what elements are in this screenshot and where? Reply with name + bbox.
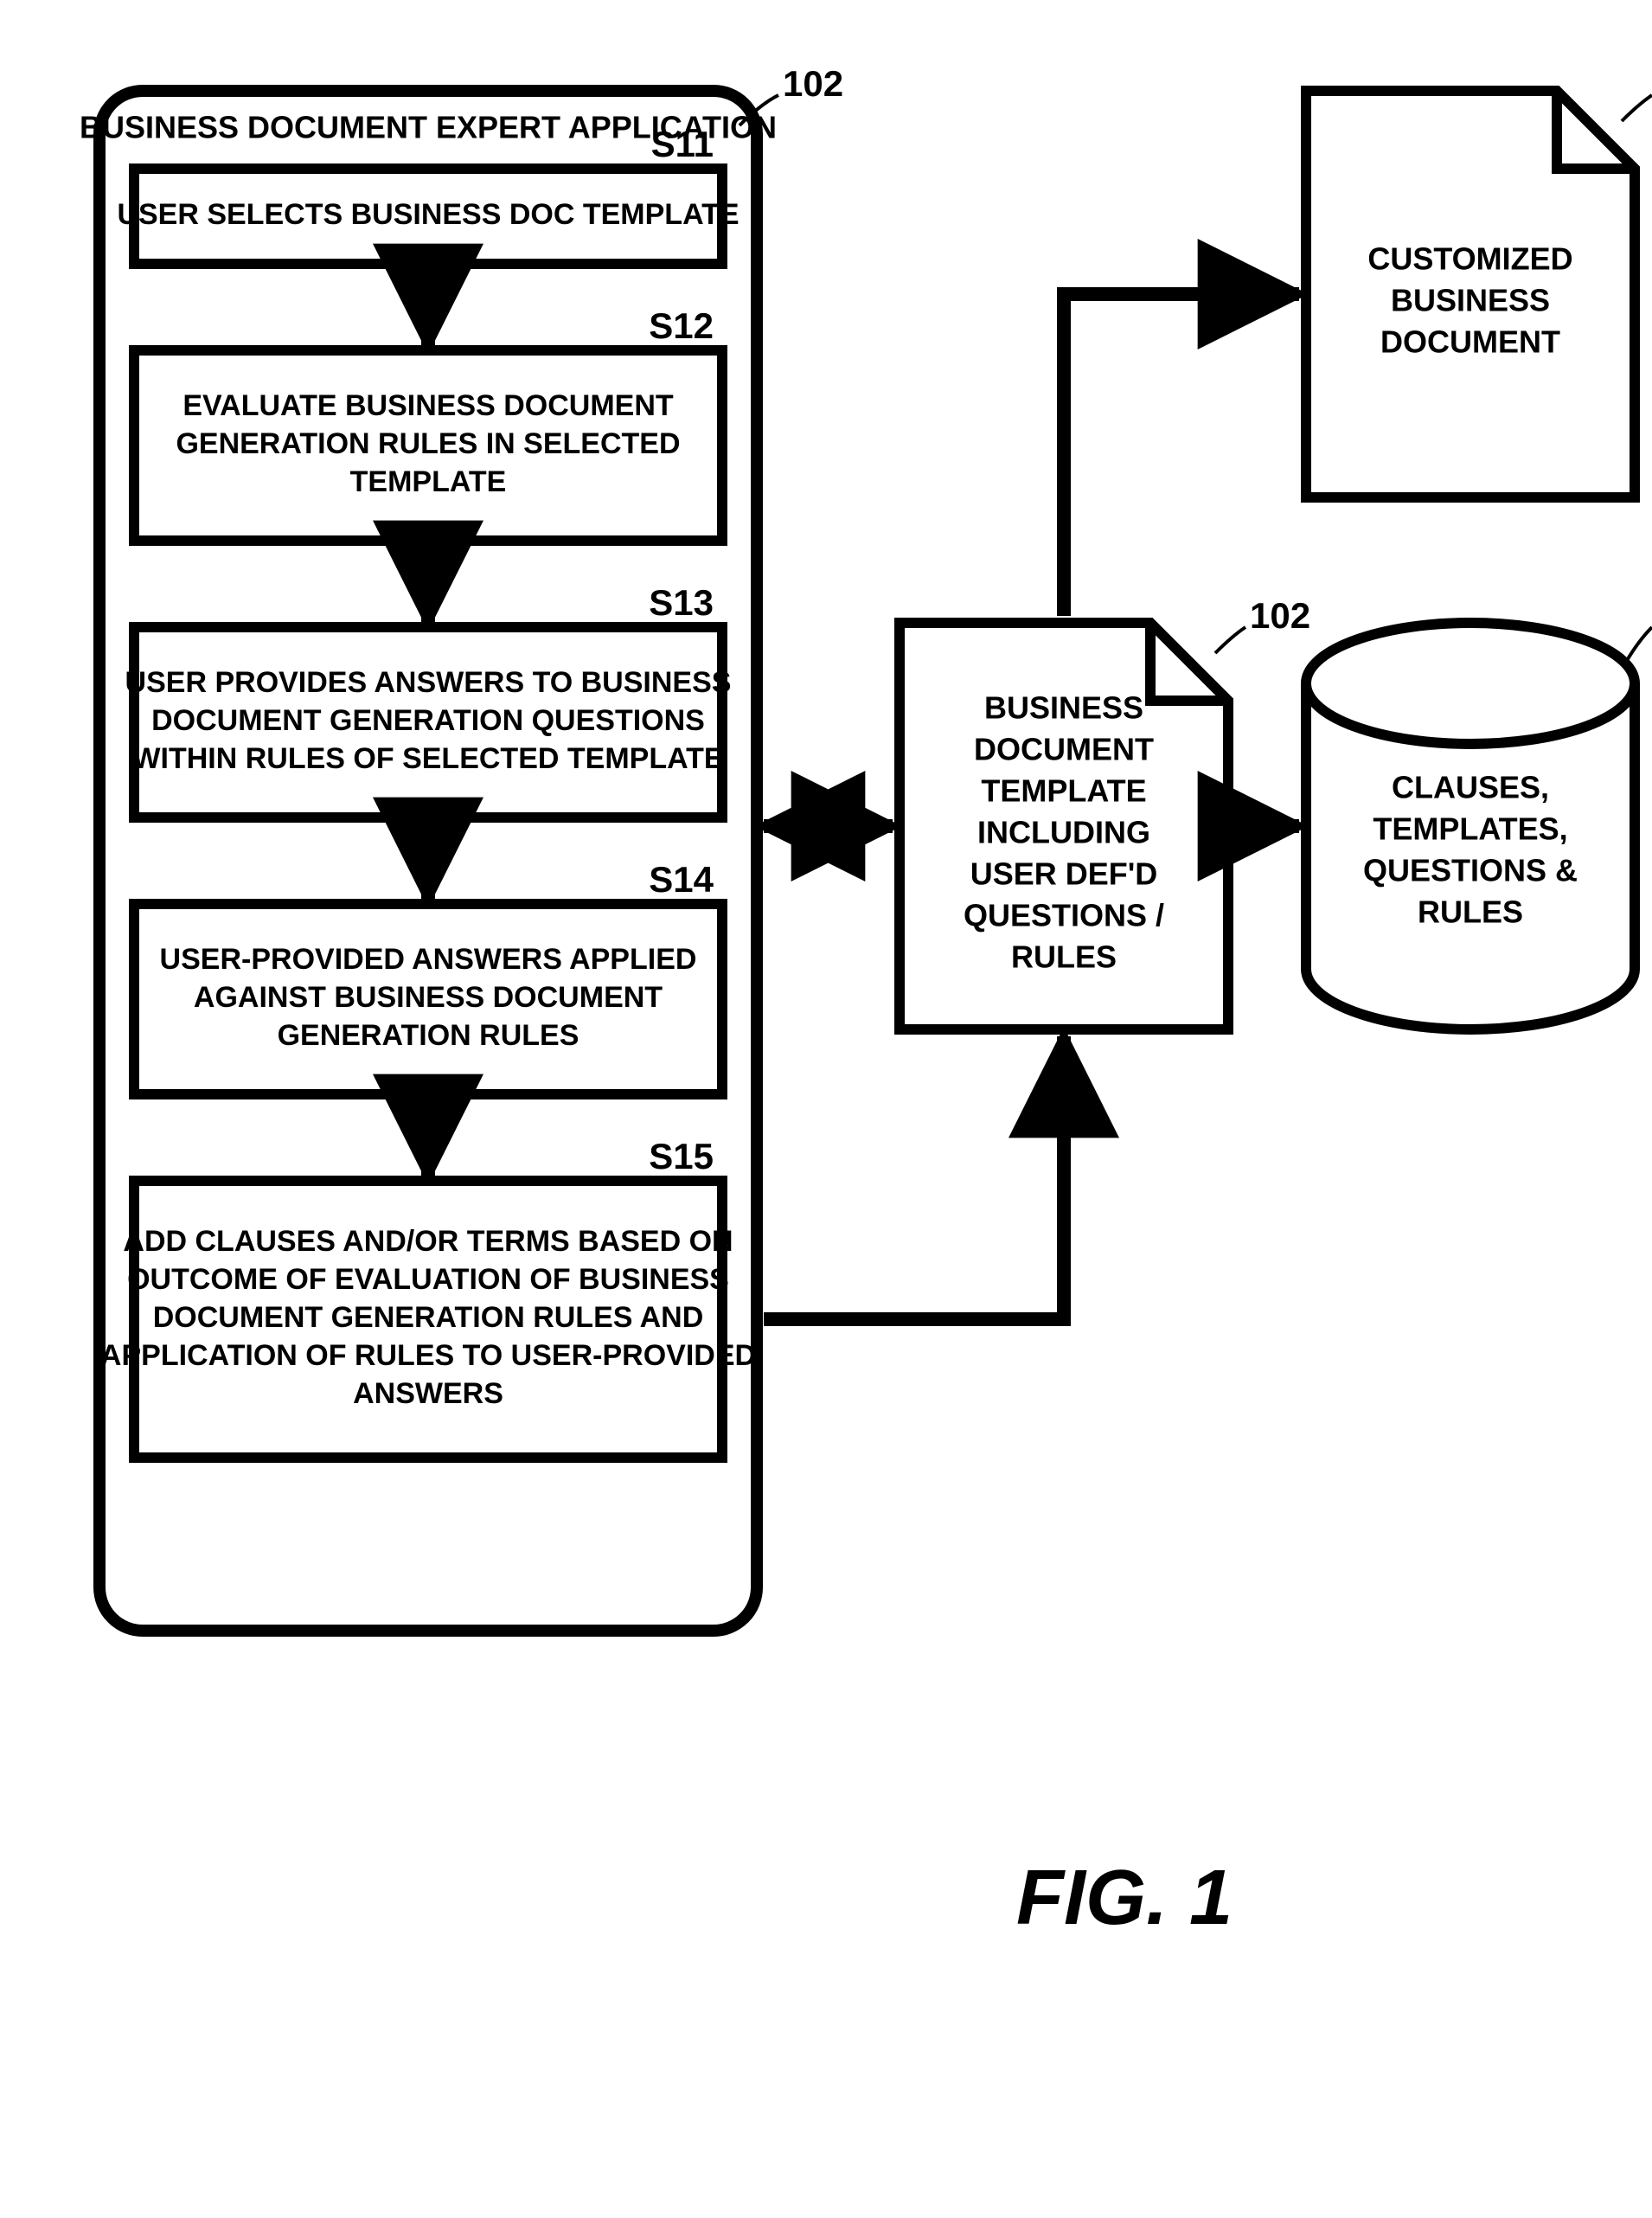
svg-text:INCLUDING: INCLUDING — [977, 815, 1150, 850]
svg-text:APPLICATION OF RULES TO USER-P: APPLICATION OF RULES TO USER-PROVIDED — [100, 1339, 756, 1372]
svg-text:CLAUSES,: CLAUSES, — [1392, 770, 1549, 805]
svg-text:TEMPLATE: TEMPLATE — [350, 465, 507, 498]
svg-text:ANSWERS: ANSWERS — [353, 1377, 503, 1410]
svg-text:WITHIN RULES OF SELECTED TEMPL: WITHIN RULES OF SELECTED TEMPLATE — [132, 742, 723, 775]
svg-text:DOCUMENT: DOCUMENT — [1380, 324, 1560, 360]
elbow-arrow — [764, 1036, 1064, 1319]
svg-text:USER DEF'D: USER DEF'D — [970, 856, 1158, 892]
svg-text:S11: S11 — [651, 124, 714, 164]
svg-text:EVALUATE BUSINESS DOCUMENT: EVALUATE BUSINESS DOCUMENT — [182, 389, 674, 422]
svg-text:BUSINESS: BUSINESS — [1391, 283, 1550, 318]
svg-text:OUTCOME OF EVALUATION OF BUSIN: OUTCOME OF EVALUATION OF BUSINESS — [127, 1263, 729, 1296]
svg-text:USER PROVIDES ANSWERS TO BUSIN: USER PROVIDES ANSWERS TO BUSINESS — [125, 666, 732, 699]
svg-text:DOCUMENT GENERATION QUESTIONS: DOCUMENT GENERATION QUESTIONS — [151, 704, 705, 737]
svg-text:AGAINST BUSINESS DOCUMENT: AGAINST BUSINESS DOCUMENT — [194, 981, 663, 1014]
svg-text:ADD CLAUSES AND/OR TERMS BASED: ADD CLAUSES AND/OR TERMS BASED ON — [123, 1225, 733, 1258]
svg-text:GENERATION RULES: GENERATION RULES — [278, 1019, 579, 1052]
svg-text:S14: S14 — [649, 859, 714, 900]
svg-text:TEMPLATES,: TEMPLATES, — [1373, 811, 1567, 847]
svg-text:S13: S13 — [649, 582, 714, 623]
svg-text:FIG. 1: FIG. 1 — [1016, 1855, 1233, 1941]
elbow-arrow — [1064, 294, 1299, 616]
svg-text:102: 102 — [783, 63, 843, 104]
svg-text:TEMPLATE: TEMPLATE — [981, 773, 1146, 809]
svg-text:USER-PROVIDED ANSWERS APPLIED: USER-PROVIDED ANSWERS APPLIED — [160, 943, 697, 976]
svg-text:CUSTOMIZED: CUSTOMIZED — [1367, 241, 1572, 277]
svg-text:S12: S12 — [649, 305, 714, 346]
svg-text:DOCUMENT GENERATION RULES AND: DOCUMENT GENERATION RULES AND — [153, 1301, 704, 1334]
svg-text:GENERATION RULES IN SELECTED: GENERATION RULES IN SELECTED — [176, 427, 680, 460]
svg-text:USER SELECTS BUSINESS DOC TEMP: USER SELECTS BUSINESS DOC TEMPLATE — [117, 198, 739, 231]
svg-text:BUSINESS: BUSINESS — [984, 690, 1143, 726]
svg-text:RULES: RULES — [1418, 894, 1523, 930]
svg-text:S15: S15 — [649, 1136, 714, 1176]
svg-text:QUESTIONS /: QUESTIONS / — [964, 898, 1164, 933]
diagram-canvas: BUSINESS DOCUMENT EXPERT APPLICATION102S… — [0, 0, 1652, 2218]
svg-text:DOCUMENT: DOCUMENT — [974, 732, 1154, 767]
svg-text:QUESTIONS &: QUESTIONS & — [1363, 853, 1578, 888]
svg-text:102: 102 — [1250, 595, 1310, 636]
svg-text:RULES: RULES — [1011, 939, 1117, 975]
